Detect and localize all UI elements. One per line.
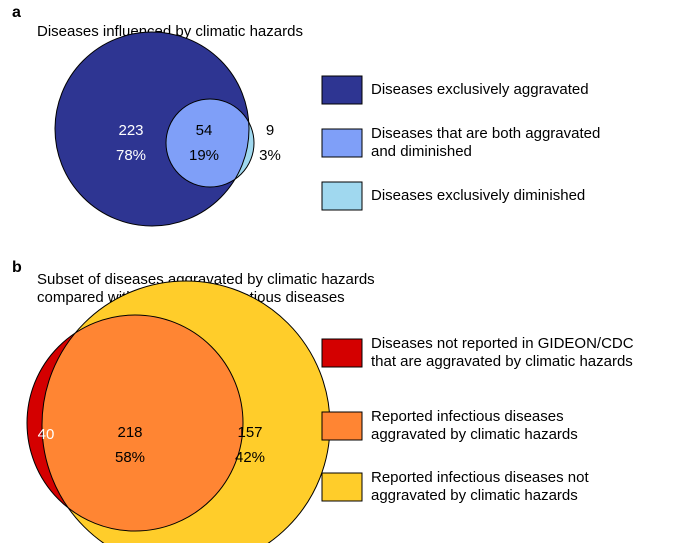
legend-label: Diseases exclusively aggravated (371, 81, 589, 98)
region-count: 218 (117, 424, 142, 441)
legend-label: Diseases that are both aggravated (371, 125, 600, 142)
panel-letter: a (12, 4, 21, 21)
legend-label: that are aggravated by climatic hazards (371, 353, 633, 370)
legend-swatch (321, 338, 363, 368)
chart-title: Diseases influenced by climatic hazards (37, 23, 303, 40)
legend-label: and diminished (371, 143, 472, 160)
legend-label: Reported infectious diseases (371, 408, 564, 425)
region-share: 3% (259, 147, 281, 164)
intersection (166, 99, 249, 187)
region-count: 223 (118, 122, 143, 139)
region-share: 58% (115, 449, 145, 466)
legend-label: Diseases not reported in GIDEON/CDC (371, 335, 634, 352)
legend-label: aggravated by climatic hazards (371, 487, 578, 504)
region-share: 42% (235, 449, 265, 466)
intersection (42, 315, 243, 531)
legend-swatch (321, 128, 363, 158)
region-count: 157 (237, 424, 262, 441)
region-share: 19% (189, 147, 219, 164)
set-outline (165, 98, 255, 188)
legend-label: aggravated by climatic hazards (371, 426, 578, 443)
legend-swatch (321, 411, 363, 441)
region-share: 78% (116, 147, 146, 164)
legend-swatch (321, 181, 363, 211)
set-outline (54, 31, 250, 227)
panel-letter: b (12, 259, 22, 276)
region-count: 54 (196, 122, 213, 139)
region-count: 9 (266, 122, 274, 139)
region-count: 40 (38, 426, 55, 443)
legend-label: Diseases exclusively diminished (371, 187, 585, 204)
legend-swatch (321, 472, 363, 502)
legend-swatch (321, 75, 363, 105)
chart-title: Subset of diseases aggravated by climati… (37, 271, 375, 288)
set-outline (26, 314, 244, 532)
legend-label: Reported infectious diseases not (371, 469, 589, 486)
